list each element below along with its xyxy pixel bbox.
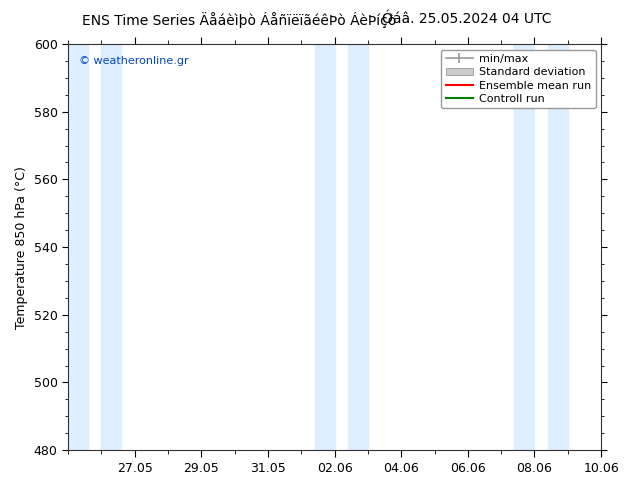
Bar [514, 44, 534, 450]
Text: © weatheronline.gr: © weatheronline.gr [79, 56, 188, 66]
Legend: min/max, Standard deviation, Ensemble mean run, Controll run: min/max, Standard deviation, Ensemble me… [441, 49, 595, 108]
Bar [101, 44, 121, 450]
Text: ENS Time Series Äåáèìþò ÁåñïëïãéêÞò ÁèÞíçò: ENS Time Series Äåáèìþò ÁåñïëïãéêÞò ÁèÞí… [82, 12, 397, 28]
Bar [68, 44, 88, 450]
Bar [348, 44, 368, 450]
Y-axis label: Temperature 850 hPa (°C): Temperature 850 hPa (°C) [15, 166, 28, 328]
Bar [548, 44, 568, 450]
Text: Óáâ. 25.05.2024 04 UTC: Óáâ. 25.05.2024 04 UTC [382, 12, 552, 26]
Bar [314, 44, 335, 450]
